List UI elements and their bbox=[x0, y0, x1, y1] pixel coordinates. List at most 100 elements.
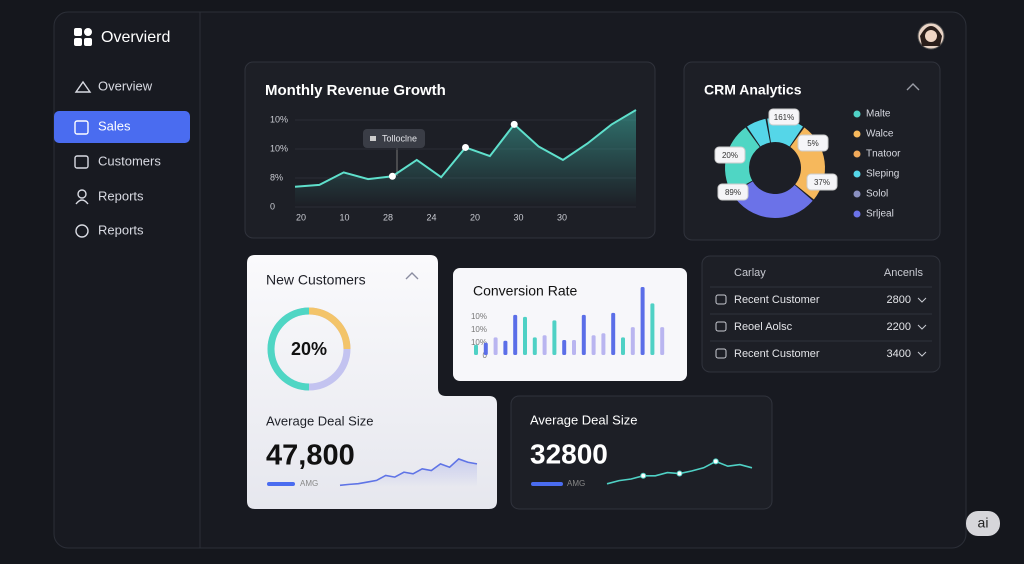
donut-label: 5% bbox=[807, 139, 819, 148]
bar bbox=[611, 312, 616, 355]
ai-badge-text: ai bbox=[978, 515, 989, 531]
y-tick-label: 10% bbox=[270, 143, 288, 153]
tooltip bbox=[363, 129, 425, 148]
table-header: Carlay bbox=[734, 267, 766, 279]
x-tick-label: 10 bbox=[339, 212, 349, 222]
nav-item[interactable]: Reports bbox=[98, 188, 144, 203]
x-tick-label: 28 bbox=[383, 212, 393, 222]
bar bbox=[591, 335, 596, 355]
bar bbox=[503, 340, 508, 355]
donut-label-box bbox=[806, 173, 838, 191]
y-tick-label: 10% bbox=[270, 114, 288, 124]
table-cell: 2800 bbox=[887, 294, 911, 306]
caption-bar bbox=[531, 482, 563, 486]
bar bbox=[650, 303, 655, 355]
donut-label: 89% bbox=[725, 188, 741, 197]
nav-active bbox=[54, 111, 190, 143]
x-tick-label: 20 bbox=[470, 212, 480, 222]
y-tick-label: 8% bbox=[270, 172, 283, 182]
deal-card bbox=[510, 395, 773, 510]
x-tick-label: 30 bbox=[513, 212, 523, 222]
area bbox=[295, 110, 636, 206]
caption-bar bbox=[267, 482, 295, 486]
card-title: Monthly Revenue Growth bbox=[265, 82, 446, 99]
bar bbox=[542, 335, 547, 355]
caption: AMG bbox=[300, 479, 318, 488]
collapse-icon[interactable] bbox=[906, 83, 920, 91]
legend-dot bbox=[853, 130, 861, 138]
bar bbox=[532, 337, 537, 355]
point bbox=[640, 472, 647, 479]
bar bbox=[483, 342, 488, 355]
legend-label: Sleping bbox=[866, 169, 899, 180]
donut-label-box bbox=[797, 134, 829, 152]
bar bbox=[513, 314, 518, 355]
collapse-icon[interactable] bbox=[405, 272, 419, 280]
bar bbox=[474, 344, 478, 355]
card-title: Average Deal Size bbox=[530, 412, 637, 427]
ring-value: 20% bbox=[291, 339, 327, 359]
nav-item[interactable]: Overview bbox=[98, 78, 153, 93]
card-title: Conversion Rate bbox=[473, 283, 577, 299]
bar bbox=[572, 340, 576, 355]
legend-label: Walce bbox=[866, 129, 894, 140]
tooltip-text: Tolloclne bbox=[382, 133, 417, 143]
ring-arc bbox=[267, 307, 310, 391]
y-tick-label: 0 bbox=[483, 351, 488, 360]
ai-badge[interactable] bbox=[966, 511, 1000, 536]
legend-label: Srljeal bbox=[866, 209, 894, 220]
point bbox=[510, 120, 518, 128]
donut-segment bbox=[747, 118, 771, 147]
table-header: Ancenls bbox=[884, 267, 924, 279]
legend-label: Tnatoor bbox=[866, 149, 901, 160]
point bbox=[388, 172, 396, 180]
avatar-face bbox=[925, 30, 937, 42]
y-tick-label: 10% bbox=[471, 312, 487, 321]
table-cell: Recent Customer bbox=[734, 348, 820, 360]
card-title: Average Deal Size bbox=[266, 413, 373, 428]
row-chevron[interactable] bbox=[917, 351, 927, 357]
donut-label: 20% bbox=[722, 151, 738, 160]
x-tick-label: 30 bbox=[557, 212, 567, 222]
point bbox=[712, 458, 719, 465]
line bbox=[339, 458, 478, 487]
nav-item[interactable]: Customers bbox=[98, 153, 161, 168]
donut-label-box bbox=[717, 183, 749, 201]
big-value: 32800 bbox=[530, 438, 608, 469]
legend-dot bbox=[853, 210, 861, 218]
nav-icons bbox=[74, 80, 92, 238]
point bbox=[676, 470, 683, 477]
legend-label: Solol bbox=[866, 189, 888, 200]
donut-label-box bbox=[768, 108, 800, 126]
y-tick-label: 10% bbox=[471, 338, 487, 347]
row-icon bbox=[715, 321, 727, 332]
nav-item[interactable]: Reports bbox=[98, 222, 144, 237]
light-card bbox=[247, 255, 497, 509]
table-cell: 3400 bbox=[887, 348, 911, 360]
legend-dot bbox=[853, 150, 861, 158]
table-cell: Recent Customer bbox=[734, 294, 820, 306]
legend-label: Malte bbox=[866, 109, 891, 120]
x-tick-label: 24 bbox=[426, 212, 436, 222]
bar bbox=[562, 340, 567, 355]
legend-dot bbox=[853, 110, 861, 118]
donut-segment bbox=[732, 181, 813, 218]
y-tick-label: 0 bbox=[270, 201, 275, 211]
card-title: CRM Analytics bbox=[704, 82, 802, 98]
bar bbox=[493, 337, 498, 355]
big-value: 47,800 bbox=[266, 440, 355, 472]
logo bbox=[74, 28, 92, 46]
row-chevron[interactable] bbox=[917, 324, 927, 330]
bar bbox=[601, 333, 606, 355]
card-title: New Customers bbox=[266, 272, 366, 288]
point bbox=[462, 143, 469, 151]
y-tick-label: 10% bbox=[471, 325, 487, 334]
x-tick-label: 20 bbox=[296, 212, 306, 222]
bar bbox=[581, 314, 586, 355]
table-cell: 2200 bbox=[887, 321, 911, 333]
row-chevron[interactable] bbox=[917, 297, 927, 303]
legend-dot bbox=[853, 170, 861, 178]
nav-item[interactable]: Sales bbox=[98, 118, 131, 133]
bar bbox=[640, 287, 645, 355]
